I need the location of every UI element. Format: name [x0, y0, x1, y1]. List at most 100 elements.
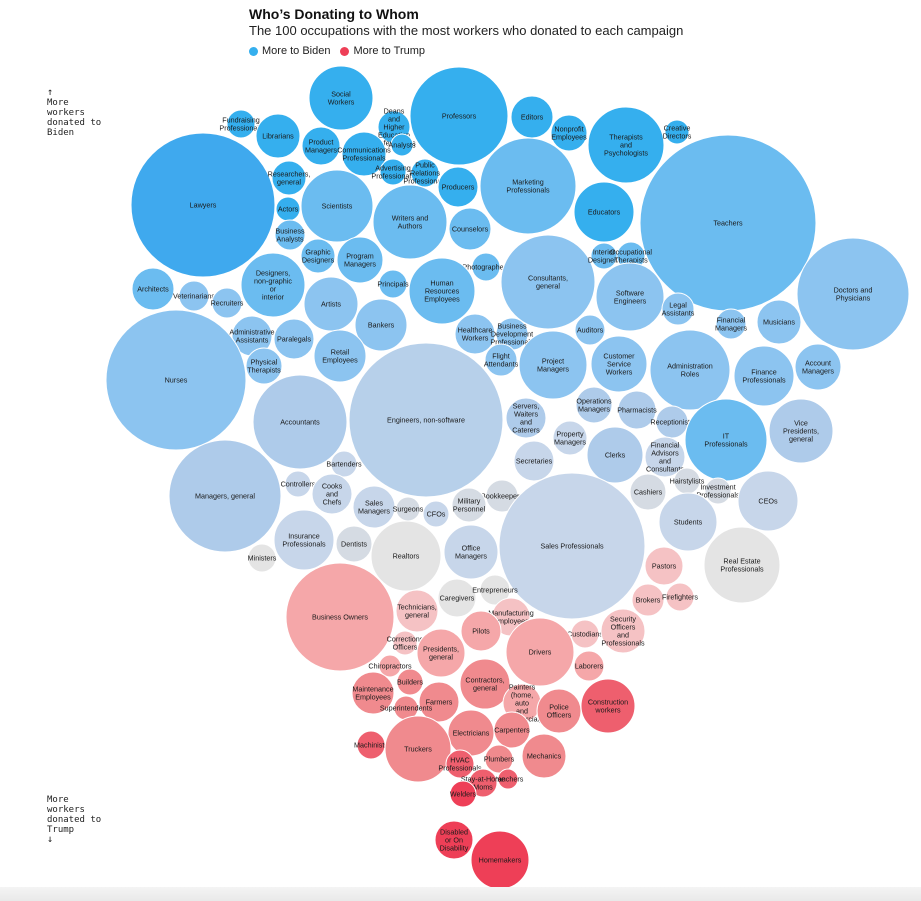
bubble-circle[interactable] [245, 347, 283, 385]
bubble-security-officers-and-professionals[interactable]: Security Officers and Professionals [600, 608, 646, 654]
bubble-circle[interactable] [649, 329, 731, 411]
bubble-customer-service-workers[interactable]: Customer Service Workers [590, 335, 648, 393]
bubble-circle[interactable] [351, 671, 395, 715]
bubble-entrepreneurs[interactable]: Entrepreneurs [472, 574, 518, 606]
bubble-drivers[interactable]: Drivers [505, 617, 575, 687]
bubble-teachers[interactable]: Teachers [639, 134, 817, 312]
bubble-circle[interactable] [513, 440, 555, 482]
bubble-circle[interactable] [240, 252, 306, 318]
bubble-circle[interactable] [575, 386, 613, 424]
bubble-circle[interactable] [445, 749, 475, 779]
bubble-circle[interactable] [500, 234, 596, 330]
bubble-circle[interactable] [460, 610, 502, 652]
bubble-circle[interactable] [434, 820, 474, 860]
bubble-communications-professionals[interactable]: Communications Professionals [337, 131, 391, 177]
bubble-circle[interactable] [352, 485, 396, 529]
bubble-marketing-professionals[interactable]: Marketing Professionals [479, 137, 577, 235]
bubble-circle[interactable] [794, 343, 842, 391]
bubble-dentists[interactable]: Dentists [335, 525, 373, 563]
bubble-circle[interactable] [384, 715, 452, 783]
bubble-circle[interactable] [372, 184, 448, 260]
bubble-circle[interactable] [449, 780, 477, 808]
bubble-circle[interactable] [574, 314, 606, 346]
bubble-circle[interactable] [471, 252, 501, 282]
bubble-cfos[interactable]: CFOs [422, 500, 450, 528]
bubble-cooks-and-chefs[interactable]: Cooks and Chefs [311, 473, 353, 515]
bubble-circle[interactable] [390, 133, 414, 157]
bubble-circle[interactable] [479, 137, 577, 235]
bubble-circle[interactable] [505, 617, 575, 687]
bubble-students[interactable]: Students [658, 492, 718, 552]
bubble-investment-professionals[interactable]: Investment Professionals [696, 477, 740, 505]
bubble-servers-waiters-and-caterers[interactable]: Servers, Waiters and Caterers [505, 397, 547, 439]
bubble-circle[interactable] [226, 109, 256, 139]
bubble-circle[interactable] [392, 630, 418, 656]
bubble-physical-therapists[interactable]: Physical Therapists [245, 347, 283, 385]
bubble-circle[interactable] [370, 520, 442, 592]
bubble-brokers[interactable]: Brokers [631, 583, 665, 617]
bubble-circle[interactable] [737, 470, 799, 532]
bubble-circle[interactable] [550, 114, 588, 152]
bubble-project-managers[interactable]: Project Managers [518, 330, 588, 400]
bubble-circle[interactable] [587, 106, 665, 184]
bubble-circle[interactable] [617, 390, 657, 430]
bubble-laborers[interactable]: Laborers [573, 650, 605, 682]
bubble-counselors[interactable]: Counselors [448, 207, 492, 251]
bubble-circle[interactable] [484, 343, 518, 377]
bubble-circle[interactable] [521, 733, 567, 779]
bubble-circle[interactable] [303, 276, 359, 332]
bubble-circle[interactable] [378, 654, 402, 678]
bubble-circle[interactable] [644, 546, 684, 586]
bubble-musicians[interactable]: Musicians [756, 299, 802, 345]
bubble-circle[interactable] [168, 439, 282, 553]
bubble-circle[interactable] [300, 238, 336, 274]
bubble-paralegals[interactable]: Paralegals [273, 318, 315, 360]
bubble-circle[interactable] [664, 119, 690, 145]
bubble-doctors-and-physicians[interactable]: Doctors and Physicians [796, 237, 910, 351]
bubble-analysts[interactable]: Analysts [388, 133, 416, 157]
bubble-bartenders[interactable]: Bartenders [326, 450, 362, 478]
bubble-creative-directors[interactable]: Creative Directors [663, 119, 692, 145]
bubble-circle[interactable] [273, 509, 335, 571]
bubble-circle[interactable] [570, 619, 600, 649]
bubble-sales-managers[interactable]: Sales Managers [352, 485, 396, 529]
bubble-circle[interactable] [422, 500, 450, 528]
bubble-circle[interactable] [285, 562, 395, 672]
bubble-circle[interactable] [211, 287, 243, 319]
bubble-designers-non-graphic-or-interior[interactable]: Designers, non-graphic or interior [240, 252, 306, 318]
bubble-circle[interactable] [354, 298, 408, 352]
bubble-circle[interactable] [595, 262, 665, 332]
bubble-plumbers[interactable]: Plumbers [484, 744, 515, 774]
bubble-welders[interactable]: Welders [449, 780, 477, 808]
bubble-circle[interactable] [311, 473, 353, 515]
bubble-consultants-general[interactable]: Consultants, general [500, 234, 596, 330]
bubble-disabled-or-on-disability[interactable]: Disabled or On Disability [434, 820, 474, 860]
bubble-circle[interactable] [768, 398, 834, 464]
bubble-circle[interactable] [631, 583, 665, 617]
bubble-surgeons[interactable]: Surgeons [393, 496, 424, 522]
bubble-caregivers[interactable]: Caregivers [437, 578, 477, 618]
bubble-mechanics[interactable]: Mechanics [521, 733, 567, 779]
bubble-healthcare-workers[interactable]: Healthcare Workers [454, 313, 496, 355]
bubble-circle[interactable] [130, 132, 276, 278]
bubble-account-managers[interactable]: Account Managers [794, 343, 842, 391]
bubble-construction-workers[interactable]: Construction workers [580, 678, 636, 734]
bubble-circle[interactable] [448, 207, 492, 251]
bubble-engineers-non-software[interactable]: Engineers, non-software [348, 342, 504, 498]
bubble-military-personnel[interactable]: Military Personnel [451, 487, 487, 523]
bubble-interior-designers[interactable]: Interior Designers [588, 242, 621, 270]
bubble-circle[interactable] [335, 525, 373, 563]
bubble-circle[interactable] [274, 219, 306, 251]
bubble-stay-at-home-moms[interactable]: Stay-at-Home Moms [461, 768, 505, 798]
bubble-circle[interactable] [552, 420, 588, 456]
bubble-pastors[interactable]: Pastors [644, 546, 684, 586]
bubble-circle[interactable] [485, 479, 519, 513]
bubble-circle[interactable] [443, 524, 499, 580]
bubble-bankers[interactable]: Bankers [354, 298, 408, 352]
bubble-graphic-designers[interactable]: Graphic Designers [300, 238, 336, 274]
bubble-custodians[interactable]: Custodians [567, 619, 603, 649]
bubble-circle[interactable] [703, 526, 781, 604]
bubble-architects[interactable]: Architects [131, 267, 175, 311]
bubble-auditors[interactable]: Auditors [574, 314, 606, 346]
bubble-accountants[interactable]: Accountants [252, 374, 348, 470]
